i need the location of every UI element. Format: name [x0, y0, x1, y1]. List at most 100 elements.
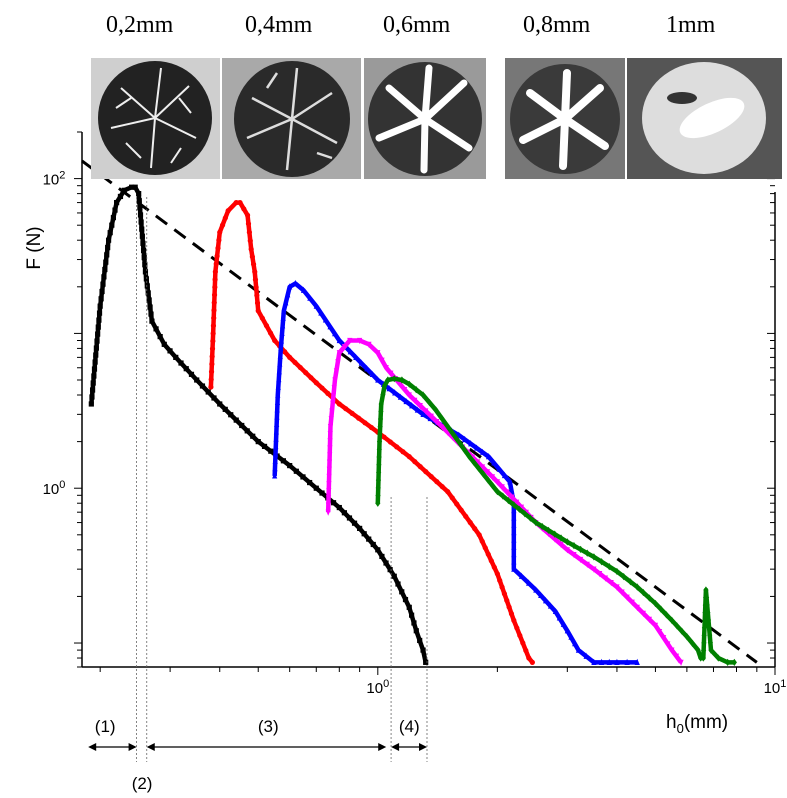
thumbnail-label: 0,6mm	[383, 12, 451, 38]
data-point	[333, 368, 339, 375]
data-point	[366, 341, 372, 348]
data-point	[241, 206, 247, 212]
data-point	[275, 391, 281, 398]
data-point	[273, 442, 279, 450]
data-point	[526, 579, 532, 586]
data-point	[383, 365, 389, 372]
data-point	[276, 368, 282, 375]
data-point	[89, 387, 96, 393]
data-point	[413, 385, 419, 394]
data-point	[136, 191, 142, 197]
data-point	[297, 364, 303, 371]
data-point	[325, 509, 331, 516]
data-point	[283, 299, 289, 306]
data-point	[178, 360, 184, 366]
arrow-head	[128, 743, 137, 751]
data-point	[261, 443, 268, 450]
data-point	[453, 435, 459, 443]
data-point	[92, 359, 98, 365]
data-point	[217, 401, 223, 407]
data-point	[640, 588, 646, 597]
data-point	[353, 353, 359, 361]
x-tick-label: 100	[366, 678, 389, 697]
data-point	[375, 476, 382, 484]
data-point	[591, 658, 597, 665]
data-point	[255, 308, 261, 314]
data-point	[147, 304, 153, 310]
data-point	[377, 415, 384, 423]
data-point	[209, 353, 215, 360]
data-point	[485, 551, 491, 557]
data-point	[564, 547, 570, 554]
data-point	[400, 449, 406, 455]
data-point	[326, 459, 333, 466]
data-point	[471, 458, 477, 467]
data-point	[211, 315, 217, 321]
x-axis-label: h0(mm)	[666, 712, 728, 736]
data-point	[368, 424, 374, 431]
data-point	[259, 315, 265, 321]
data-point	[211, 300, 217, 306]
data-point	[303, 370, 309, 376]
data-point	[245, 221, 252, 227]
data-point	[104, 252, 110, 258]
region-label: (1)	[95, 717, 116, 736]
data-point	[701, 639, 707, 647]
data-point	[274, 398, 281, 405]
data-point	[578, 556, 584, 564]
data-point	[458, 507, 464, 513]
data-point	[137, 205, 143, 211]
data-point	[91, 366, 98, 372]
data-point	[91, 373, 97, 379]
data-point	[110, 215, 117, 221]
data-point	[307, 479, 313, 486]
data-point	[149, 318, 155, 324]
data-point	[233, 417, 239, 423]
data-point	[346, 515, 353, 521]
data-point	[267, 330, 274, 336]
data-point	[336, 350, 342, 357]
data-point	[501, 591, 508, 597]
data-point	[669, 616, 675, 624]
data-point	[239, 422, 245, 429]
data-point	[331, 385, 337, 392]
data-point	[336, 504, 342, 511]
data-point	[263, 323, 270, 329]
data-point	[606, 562, 612, 571]
data-point	[533, 518, 539, 527]
data-point	[329, 408, 335, 415]
data-point	[702, 609, 708, 617]
data-point	[327, 424, 334, 431]
data-point	[439, 414, 445, 422]
data-point	[462, 435, 468, 443]
data-point	[385, 376, 391, 384]
data-point	[254, 292, 260, 298]
data-point	[614, 584, 620, 591]
data-point	[208, 376, 214, 383]
data-point	[704, 601, 710, 609]
data-point	[255, 439, 261, 445]
data-point	[526, 655, 532, 661]
data-point	[488, 558, 494, 564]
data-point	[287, 283, 293, 290]
data-point	[93, 345, 99, 351]
data-point	[137, 212, 144, 218]
data-point	[326, 473, 332, 481]
data-point	[598, 658, 605, 665]
series-line	[272, 281, 638, 665]
data-point	[518, 572, 525, 579]
data-point	[584, 561, 590, 568]
data-point	[376, 438, 383, 446]
data-point	[500, 492, 506, 500]
data-point	[210, 323, 217, 329]
data-point	[355, 415, 362, 421]
data-point	[606, 658, 612, 665]
data-point	[552, 536, 558, 543]
data-point	[210, 330, 216, 337]
data-point	[406, 380, 412, 388]
data-point	[556, 614, 562, 621]
data-point	[237, 199, 243, 206]
data-point	[598, 558, 605, 566]
data-point	[395, 581, 401, 587]
data-point	[707, 638, 713, 647]
